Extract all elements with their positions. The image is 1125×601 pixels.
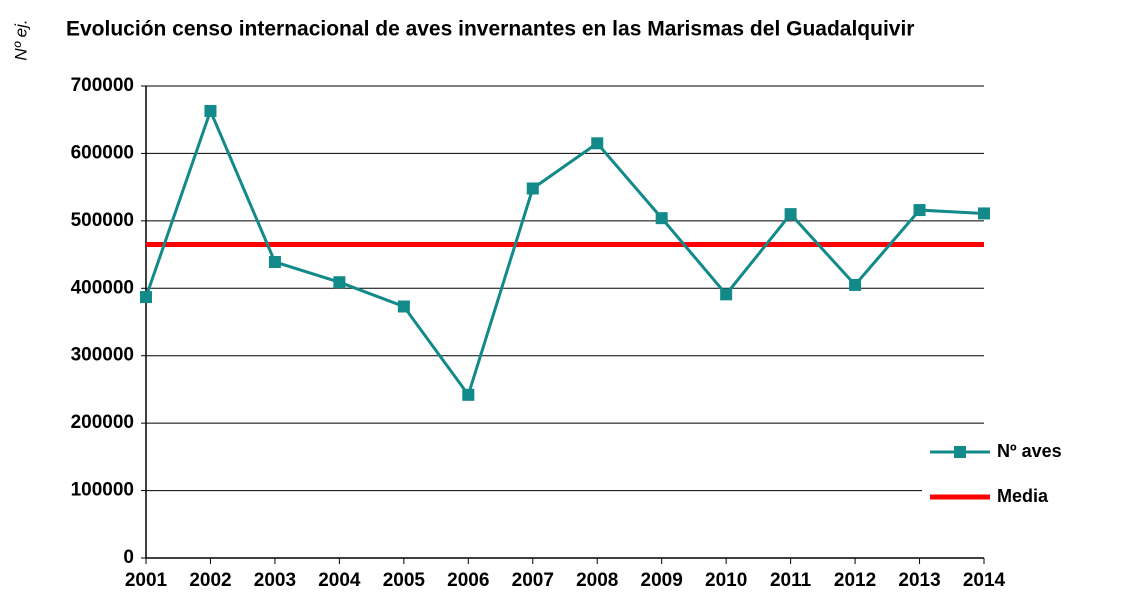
x-tick-label: 2009 xyxy=(641,570,683,591)
y-tick-label: 100000 xyxy=(71,480,134,501)
x-tick-label: 2011 xyxy=(770,570,812,591)
data-point xyxy=(720,288,733,301)
x-tick-label: 2013 xyxy=(898,570,940,591)
data-point xyxy=(462,388,475,401)
data-point xyxy=(204,104,217,117)
data-point xyxy=(268,255,281,268)
x-tick-label: 2010 xyxy=(705,570,747,591)
data-point xyxy=(849,278,862,291)
data-point xyxy=(333,276,346,289)
y-tick-label: 500000 xyxy=(71,210,134,231)
data-point xyxy=(913,204,926,217)
chart-title: Evolución censo internacional de aves in… xyxy=(66,18,914,41)
legend-label: Nº aves xyxy=(997,441,1062,461)
y-tick-label: 300000 xyxy=(71,345,134,366)
y-tick-label: 600000 xyxy=(71,142,134,163)
data-point xyxy=(655,212,668,225)
data-point xyxy=(526,182,539,195)
legend-marker xyxy=(954,446,966,458)
x-tick-label: 2006 xyxy=(447,570,489,591)
y-axis-label: Nº ej. xyxy=(11,19,30,60)
y-tick-label: 400000 xyxy=(71,277,134,298)
data-point xyxy=(140,291,152,304)
y-tick-label: 200000 xyxy=(71,412,134,433)
y-tick-label: 0 xyxy=(123,547,134,568)
x-tick-label: 2004 xyxy=(318,570,361,591)
legend-box xyxy=(922,425,1122,520)
data-point xyxy=(784,208,797,221)
x-tick-label: 2001 xyxy=(125,570,168,591)
data-point xyxy=(397,300,410,313)
x-tick-label: 2002 xyxy=(189,570,231,591)
x-tick-label: 2003 xyxy=(254,570,296,591)
y-tick-label: 700000 xyxy=(71,75,134,96)
legend-label: Media xyxy=(997,486,1049,506)
series-line xyxy=(144,106,985,399)
data-point xyxy=(591,137,604,150)
x-tick-label: 2012 xyxy=(834,570,876,591)
x-tick-label: 2008 xyxy=(576,570,618,591)
data-point xyxy=(978,207,990,220)
x-tick-label: 2014 xyxy=(963,570,1006,591)
x-tick-label: 2005 xyxy=(383,570,426,591)
x-tick-label: 2007 xyxy=(512,570,554,591)
